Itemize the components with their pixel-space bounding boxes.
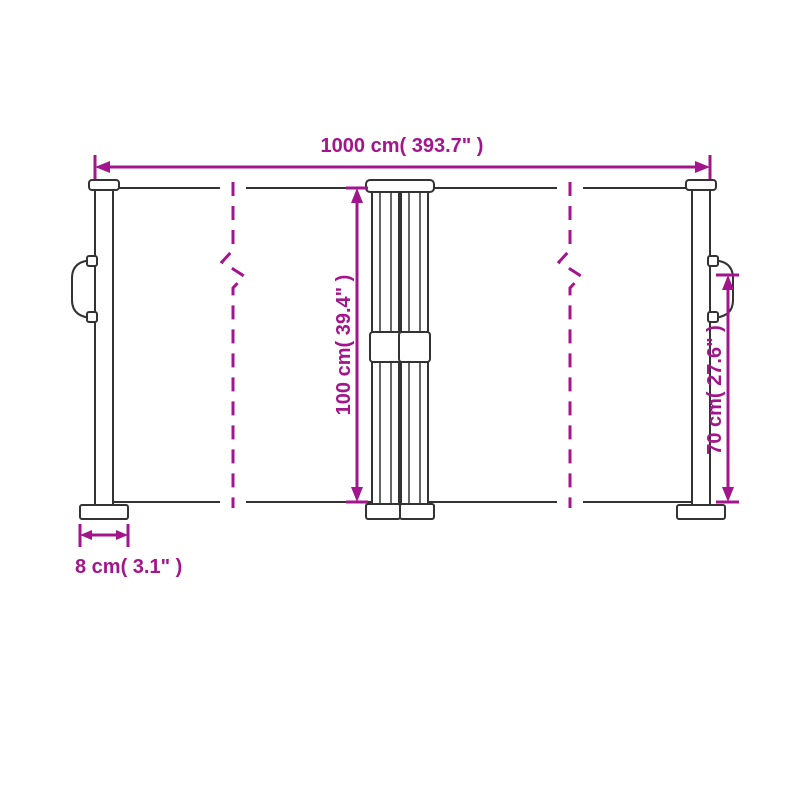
break-line-left — [222, 182, 244, 508]
break-line-right — [559, 182, 581, 508]
center-cassette — [366, 180, 434, 519]
label-base-depth: 8 cm( 3.1" ) — [75, 556, 182, 578]
dimension-base-depth: 8 cm( 3.1" ) — [75, 524, 182, 578]
left-post — [72, 180, 128, 519]
product-outline — [72, 180, 733, 519]
dimension-width-total: 1000 cm( 393.7" ) — [95, 135, 710, 182]
label-width-total: 1000 cm( 393.7" ) — [321, 135, 484, 157]
dimension-height-panel: 100 cm( 39.4" ) — [333, 188, 368, 502]
diagram-stage: 1000 cm( 393.7" ) — [0, 0, 800, 800]
label-height-mount: 70 cm( 27.6" ) — [704, 325, 726, 455]
label-height-panel: 100 cm( 39.4" ) — [333, 275, 355, 416]
left-handle — [72, 256, 97, 322]
